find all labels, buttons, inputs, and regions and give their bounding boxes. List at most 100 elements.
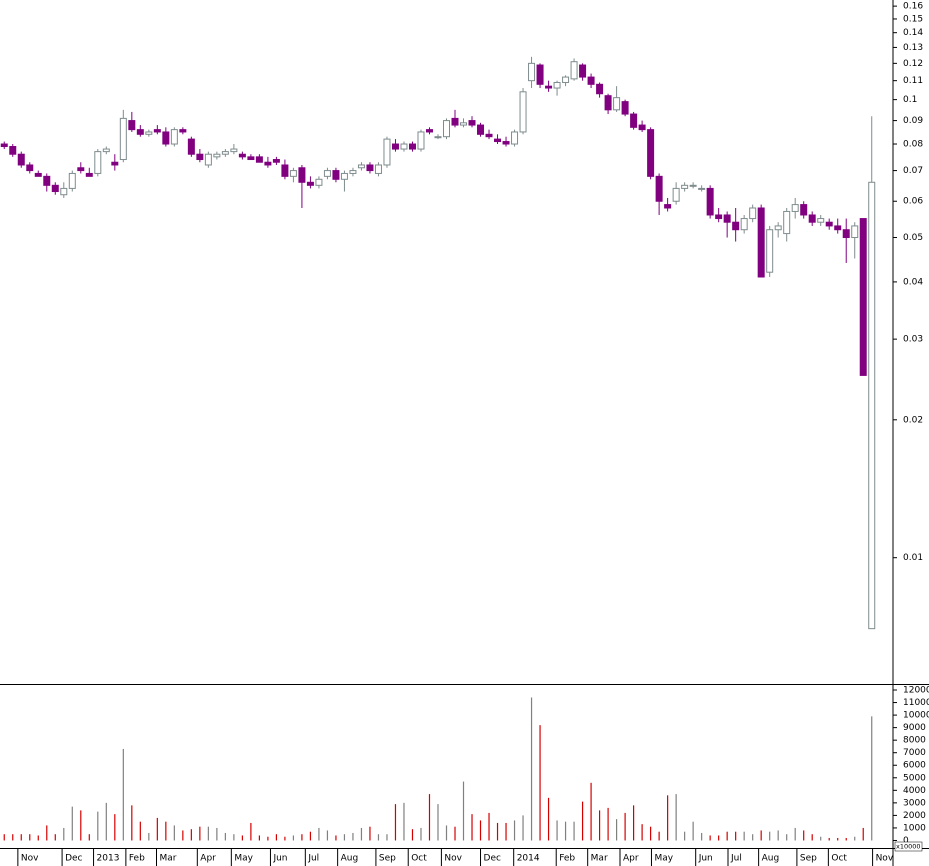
candle-body: [596, 83, 604, 95]
candle-body: [630, 113, 638, 128]
candle-body: [264, 161, 272, 166]
volume-tick-label: 6000: [903, 761, 926, 771]
volume-tick-label: 0: [903, 836, 909, 846]
candle-body: [179, 129, 187, 133]
candle-body: [519, 91, 527, 133]
x-tick-label: Mar: [159, 854, 176, 864]
y-tick-label: 0.16: [903, 2, 923, 12]
x-tick-label: 2013: [97, 854, 120, 864]
candle-body: [111, 161, 119, 166]
candle-body: [477, 124, 485, 135]
candle-body: [604, 95, 612, 111]
y-tick-label: 0.01: [903, 553, 923, 563]
candle-body: [842, 229, 850, 239]
volume-tick-label: 1000: [903, 823, 926, 833]
candle-body: [689, 184, 697, 187]
x-tick-label: Apr: [200, 854, 216, 864]
candle-body: [204, 153, 212, 166]
y-tick-label: 0.04: [903, 277, 923, 287]
volume-tick-label: 8000: [903, 736, 926, 746]
candle-body: [553, 81, 561, 89]
candle-body: [357, 164, 365, 169]
x-tick-label: Oct: [411, 854, 427, 864]
candle-body: [732, 221, 740, 231]
y-tick-label: 0.09: [903, 116, 923, 126]
y-tick-label: 0.11: [903, 76, 923, 86]
candle-body: [494, 138, 502, 143]
candle-body: [791, 204, 799, 212]
volume-tick-label: 11000: [903, 698, 929, 708]
candle-body: [715, 214, 723, 220]
y-tick-label: 0.02: [903, 415, 923, 425]
candle-body: [153, 129, 161, 133]
candle-body: [672, 187, 680, 202]
x-tick-label: Jun: [272, 854, 287, 864]
x-tick-label: Jul: [307, 854, 319, 864]
candle-body: [408, 143, 416, 150]
unit-label: x10000: [896, 843, 921, 851]
candle-body: [757, 207, 765, 278]
candle-body: [94, 151, 102, 174]
candle-body: [247, 156, 255, 161]
candle-body: [9, 146, 17, 155]
x-tick-label: Nov: [876, 854, 894, 864]
candle-body: [255, 156, 263, 163]
candle-body: [77, 167, 85, 172]
volume-tick-label: 4000: [903, 786, 926, 796]
candle-body: [34, 172, 42, 177]
candle-body: [859, 218, 867, 376]
candle-body: [17, 153, 25, 166]
volume-tick-label: 5000: [903, 773, 926, 783]
candle-body: [391, 143, 399, 150]
candle-body: [425, 129, 433, 133]
candle-body: [723, 214, 731, 223]
candle-body: [374, 164, 382, 174]
candle-body: [800, 204, 808, 216]
candle-body: [221, 151, 229, 155]
candle-body: [349, 170, 357, 174]
candle-body: [698, 187, 706, 190]
x-tick-label: May: [234, 854, 253, 864]
unit-box: [894, 841, 923, 852]
x-tick-label: Jul: [730, 854, 742, 864]
candle-body: [332, 170, 340, 180]
candle-body: [511, 131, 519, 145]
candle-body: [213, 153, 221, 158]
x-tick-label: Mar: [591, 854, 608, 864]
y-tick-label: 0.03: [903, 335, 923, 345]
candle-body: [315, 178, 323, 186]
candle-body: [0, 143, 8, 148]
candle-body: [417, 131, 425, 150]
x-tick-label: 2014: [517, 854, 540, 864]
x-tick-label: Feb: [559, 854, 575, 864]
candle-body: [298, 167, 306, 183]
candle-body: [536, 64, 544, 85]
volume-tick-label: 10000: [903, 711, 929, 721]
candle-body: [238, 153, 246, 158]
candle-body: [340, 172, 348, 180]
candle-body: [434, 136, 442, 139]
x-tick-label: Apr: [623, 854, 639, 864]
y-tick-label: 0.08: [903, 140, 923, 150]
candle-body: [68, 172, 76, 189]
candle-body: [51, 184, 59, 193]
candle-body: [749, 207, 757, 220]
candle-body: [289, 170, 297, 177]
x-tick-label: Nov: [21, 854, 39, 864]
candle-body: [562, 76, 570, 83]
candle-body: [817, 218, 825, 223]
x-tick-label: Nov: [444, 854, 462, 864]
candle-body: [306, 181, 314, 186]
candle-body: [681, 184, 689, 189]
candle-body: [613, 97, 621, 111]
candle-body: [60, 187, 68, 196]
candle-body: [145, 131, 153, 135]
y-tick-label: 0.15: [903, 14, 923, 24]
candle-body: [323, 170, 331, 177]
candle-body: [281, 164, 289, 177]
candle-body: [187, 138, 195, 155]
candle-body: [272, 159, 280, 163]
candle-body: [647, 129, 655, 177]
x-tick-label: Dec: [484, 854, 501, 864]
